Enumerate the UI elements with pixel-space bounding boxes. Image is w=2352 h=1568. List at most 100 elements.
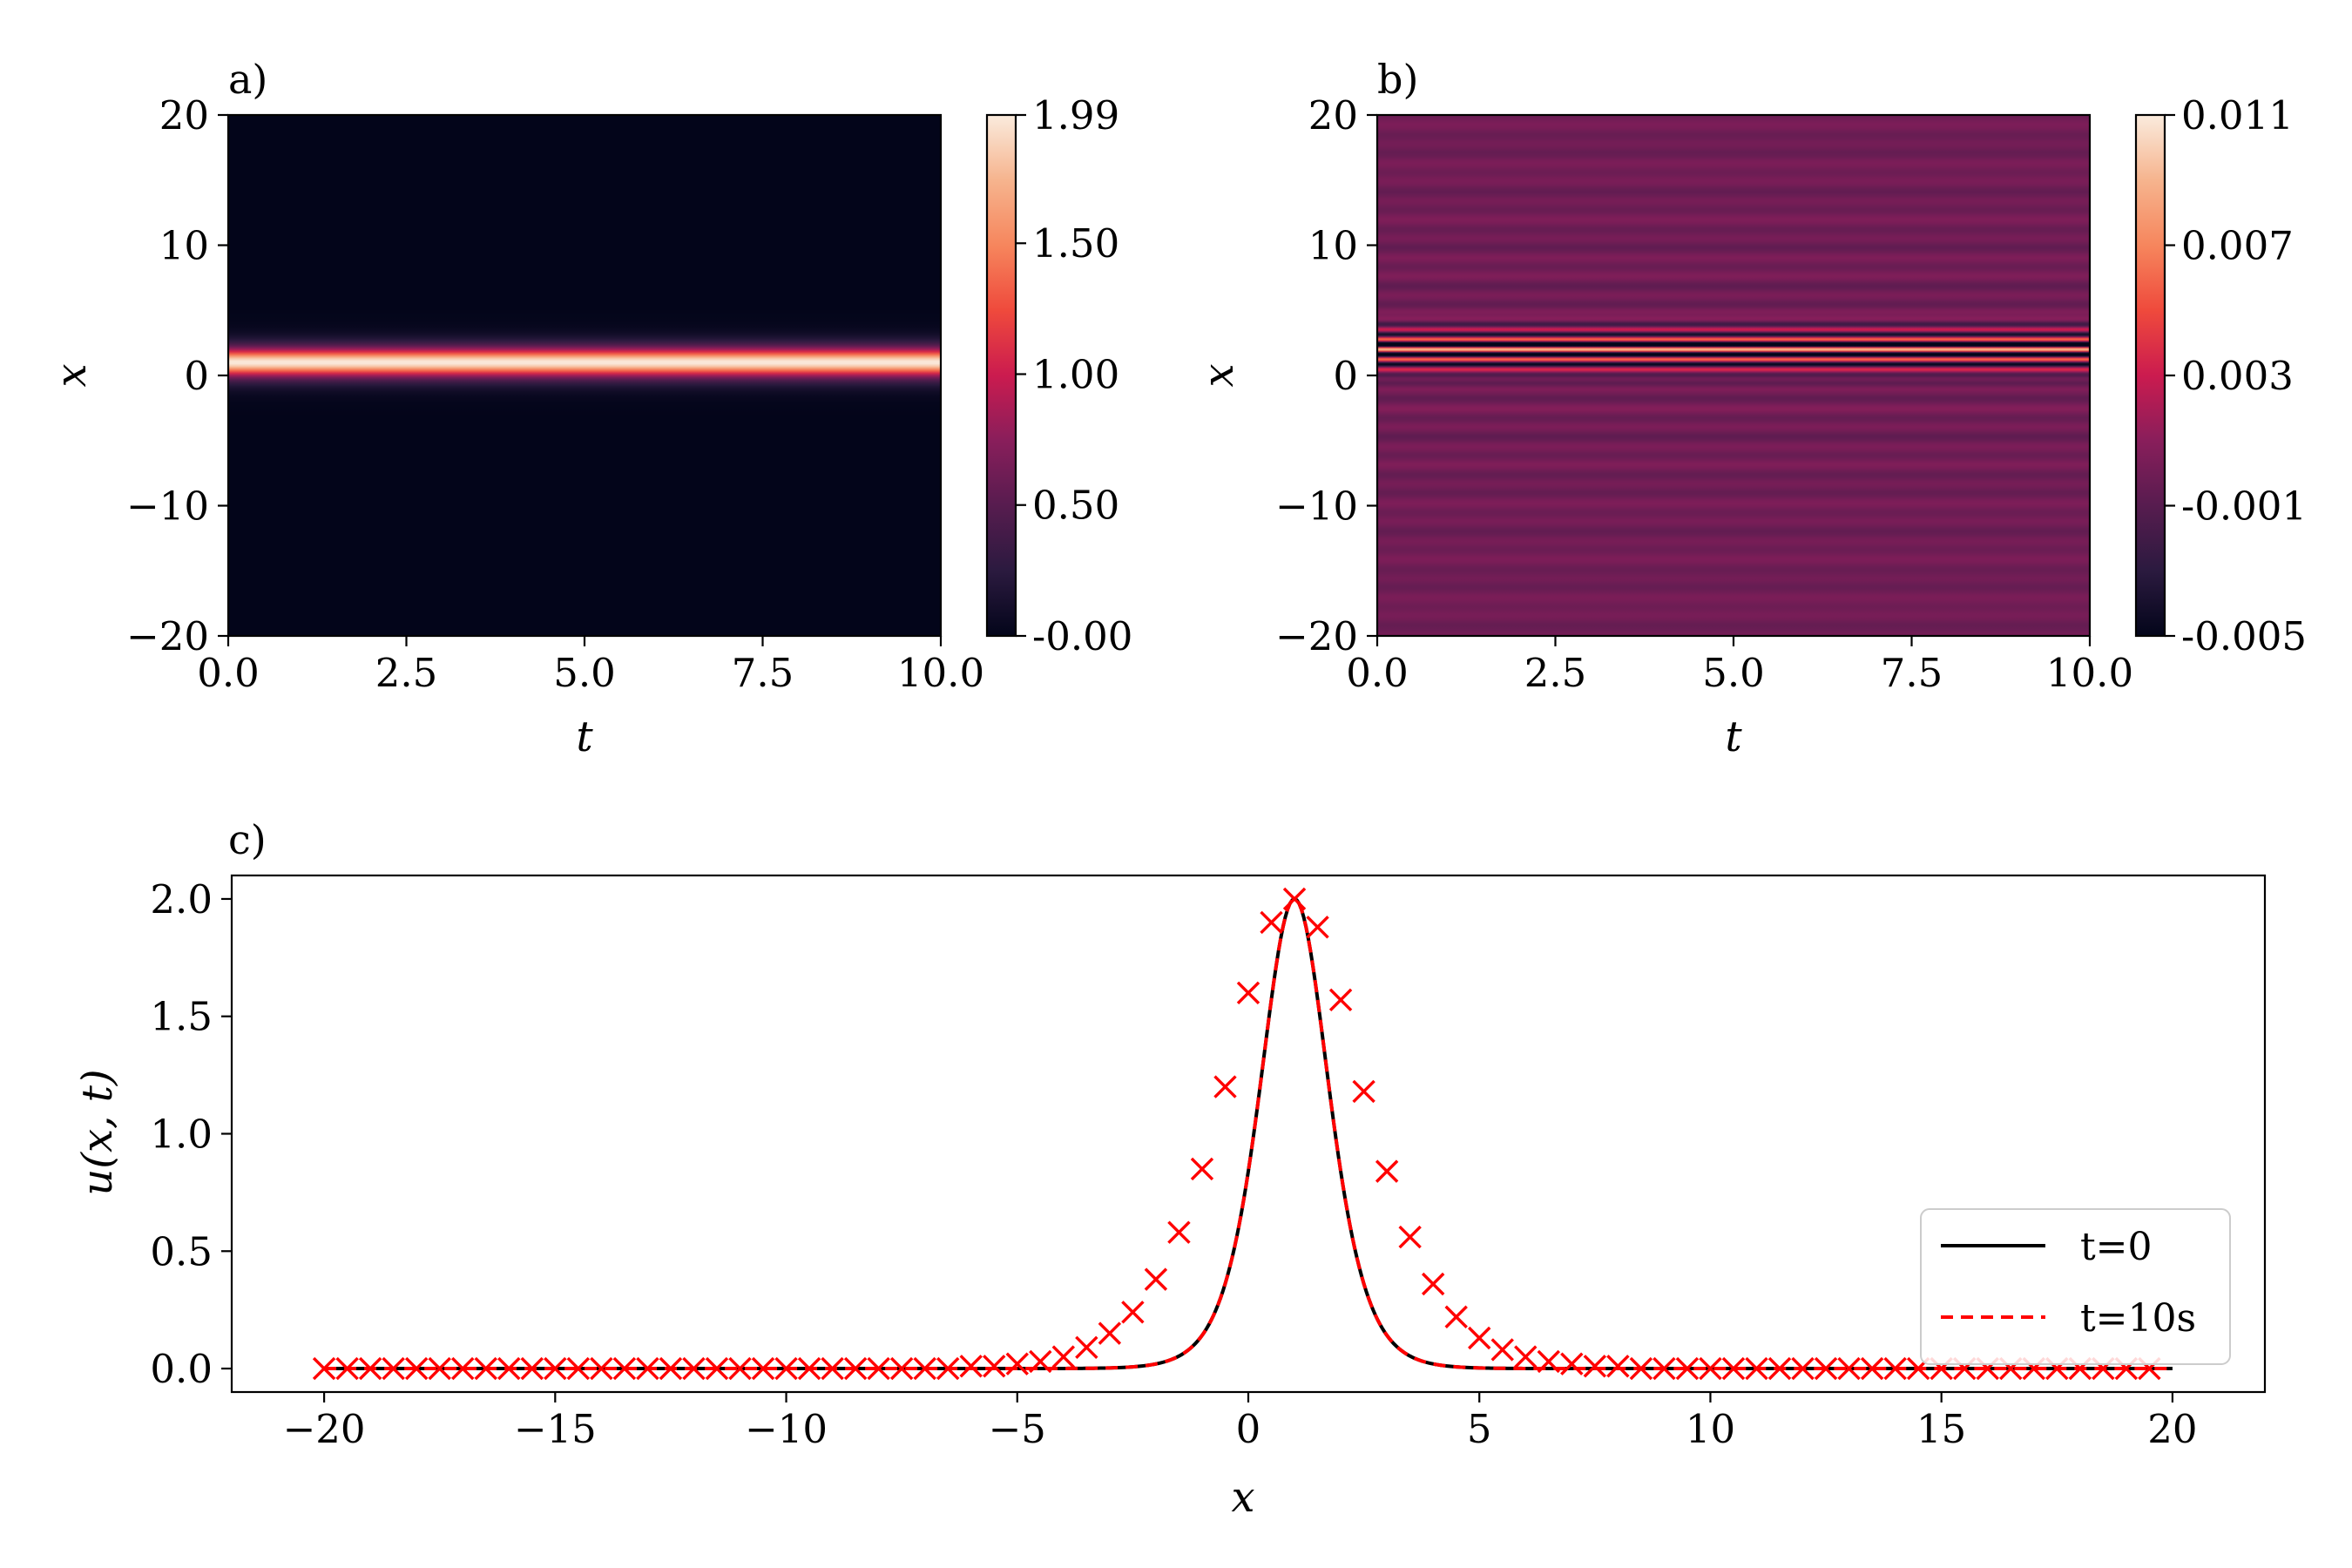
heatmap-a-y-tick-label: −20	[126, 613, 209, 659]
line-plot-x-axis-label: x	[1231, 1473, 1254, 1522]
panel-b: b) 0.0 2.5 5.0 7.5 10.0 20 10 0 −10 −20 t x 0.01…	[1194, 56, 2307, 761]
data-point-marker	[451, 1356, 475, 1381]
data-point-marker	[1328, 988, 1353, 1012]
heatmap-b-x-tick-label: 0.0	[1346, 650, 1409, 696]
heatmap-a-x-ticks: 0.0 2.5 5.0 7.5 10.0	[197, 636, 984, 696]
heatmap-a-y-axis-label: x	[47, 363, 96, 387]
heatmap-b-y-ticks: 20 10 0 −10 −20	[1275, 92, 1377, 659]
data-point-marker	[1490, 1338, 1514, 1362]
data-point-marker	[1121, 1301, 1145, 1324]
panel-c: c) −20 −15 −10 −5 0 5 10 15 20 0.0 0.5 1.0 1.5 2.0 x…	[73, 816, 2267, 1522]
line-plot-x-tick-label: −5	[989, 1406, 1046, 1452]
heatmap-b-x-tick-label: 2.5	[1524, 650, 1587, 696]
data-point-marker	[913, 1356, 936, 1381]
data-point-marker	[335, 1356, 359, 1381]
data-point-marker	[821, 1356, 844, 1381]
data-point-marker	[1282, 887, 1307, 911]
colorbar-b-tick-label: 0.011	[2181, 92, 2294, 139]
line-plot-x-tick-label: 0	[1236, 1406, 1261, 1452]
data-point-marker	[1537, 1349, 1561, 1374]
data-point-marker	[682, 1356, 706, 1381]
data-point-marker	[404, 1356, 429, 1381]
data-point-marker	[1075, 1335, 1098, 1359]
colorbar-b-ticks: 0.011 0.007 0.003 -0.001 -0.005	[2165, 92, 2307, 659]
heatmap-a-x-tick-label: 0.0	[197, 650, 260, 696]
data-point-marker	[358, 1356, 382, 1381]
line-plot-x-tick-label: 5	[1467, 1406, 1492, 1452]
panel-a: a) 0.0 2.5 5.0 7.5 10.0 20 10 0 −10 −20 t x 1.99…	[47, 56, 1132, 761]
data-point-marker	[520, 1356, 544, 1381]
data-point-marker	[774, 1356, 798, 1381]
data-point-marker	[936, 1356, 960, 1381]
data-point-marker	[983, 1355, 1006, 1378]
data-point-marker	[1883, 1356, 1907, 1381]
line-plot-x-tick-label: 20	[2147, 1406, 2197, 1452]
line-plot-y-axis-label: u(x, t)	[73, 1069, 122, 1195]
heatmap-a-x-tick-label: 5.0	[553, 650, 616, 696]
colorbar-b-tick-label: -0.005	[2181, 613, 2307, 659]
data-point-marker	[867, 1356, 890, 1381]
line-plot-y-tick-label: 0.5	[150, 1228, 213, 1274]
line-plot-y-tick-label: 1.0	[150, 1112, 213, 1158]
data-point-marker	[612, 1356, 637, 1381]
data-point-marker	[544, 1356, 567, 1381]
colorbar-a-tick-label: -0.00	[1032, 613, 1132, 659]
data-point-marker	[1190, 1157, 1214, 1181]
heatmap-a-y-ticks: 20 10 0 −10 −20	[126, 92, 228, 659]
colorbar-a-tick-label: 1.50	[1032, 220, 1119, 267]
data-point-marker	[1745, 1356, 1768, 1381]
colorbar-a-ticks: 1.99 1.50 1.00 0.50 -0.00	[1016, 92, 1132, 659]
line-plot-y-tick-label: 2.0	[150, 876, 213, 923]
heatmap-b-y-tick-label: −10	[1275, 483, 1358, 530]
data-point-marker	[312, 1356, 336, 1381]
heatmap-b-y-tick-label: 10	[1308, 223, 1358, 269]
colorbar-b	[2136, 115, 2165, 636]
data-point-marker	[1167, 1220, 1191, 1244]
data-point-marker	[751, 1356, 775, 1381]
data-point-marker	[728, 1356, 752, 1381]
line-plot-x-ticks: −20 −15 −10 −5 0 5 10 15 20	[283, 1392, 2198, 1452]
data-point-marker	[1791, 1356, 1815, 1381]
legend-label-t0: t=0	[2080, 1225, 2153, 1269]
colorbar-b-tick-label: 0.003	[2181, 353, 2294, 399]
data-point-marker	[1421, 1272, 1445, 1296]
colorbar-a-frame	[985, 113, 1017, 638]
legend-label-t10: t=10s	[2080, 1296, 2196, 1341]
data-point-marker	[1098, 1321, 1122, 1345]
heatmap-a-y-tick-label: 0	[184, 353, 209, 399]
heatmap-b-x-tick-label: 7.5	[1881, 650, 1943, 696]
heatmap-b-x-tick-label: 10.0	[2046, 650, 2133, 696]
panel-c-label: c)	[228, 816, 267, 863]
data-point-marker	[382, 1356, 405, 1381]
heatmap-a-y-tick-label: 10	[159, 223, 209, 269]
heatmap-a-image	[228, 115, 941, 636]
data-point-marker	[1652, 1356, 1676, 1381]
line-plot-y-tick-label: 1.5	[150, 994, 213, 1040]
data-point-marker	[1352, 1079, 1375, 1104]
data-point-marker	[497, 1356, 521, 1381]
heatmap-b-y-tick-label: 20	[1308, 92, 1358, 139]
heatmap-b-x-axis-label: t	[1725, 713, 1742, 761]
data-point-marker	[1583, 1355, 1607, 1378]
colorbar-a-tick-label: 0.50	[1032, 483, 1119, 529]
data-point-marker	[1468, 1326, 1491, 1350]
data-point-marker	[1699, 1356, 1722, 1381]
series-line-t10s	[324, 896, 2173, 1371]
line-plot-x-tick-label: 10	[1686, 1406, 1735, 1452]
data-point-marker	[1029, 1349, 1052, 1374]
heatmap-b-image	[1377, 115, 2090, 636]
legend-box	[1920, 1208, 2231, 1365]
heatmap-a-x-axis-label: t	[576, 713, 593, 761]
data-point-marker	[1260, 910, 1283, 935]
heatmap-b-y-tick-label: 0	[1333, 353, 1358, 399]
data-point-marker	[1144, 1267, 1168, 1291]
heatmap-b-x-tick-label: 5.0	[1702, 650, 1765, 696]
line-plot-markers	[312, 887, 2161, 1381]
colorbar-a	[987, 115, 1016, 636]
line-plot-series	[324, 896, 2173, 1371]
line-plot-x-tick-label: −20	[283, 1406, 366, 1452]
data-point-marker	[1606, 1355, 1630, 1378]
data-point-marker	[636, 1356, 659, 1381]
data-point-marker	[1236, 981, 1260, 1004]
